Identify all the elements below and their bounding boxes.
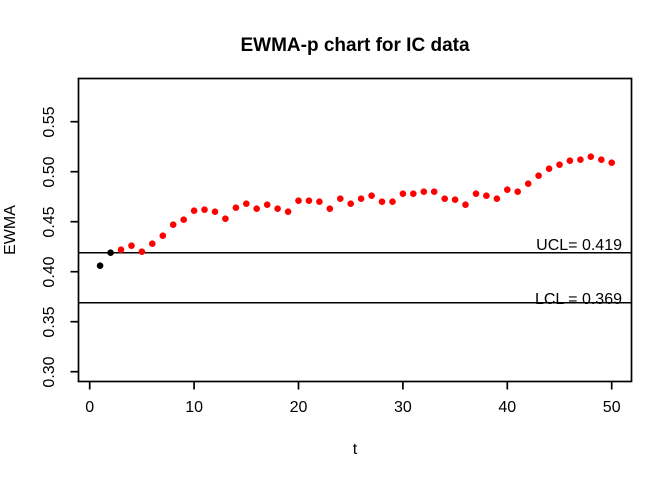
data-point (159, 232, 167, 239)
data-point (169, 221, 177, 228)
data-point (483, 192, 490, 199)
y-tick-label: 0.55 (41, 106, 58, 138)
x-tick-label: 30 (393, 399, 412, 416)
data-point (222, 215, 229, 222)
data-point (274, 205, 281, 212)
data-point (253, 205, 260, 212)
data-point (337, 195, 344, 202)
data-point (117, 246, 125, 253)
data-point (514, 188, 521, 195)
data-point (263, 201, 271, 208)
data-point (138, 248, 146, 255)
data-point (587, 153, 595, 160)
data-point (493, 195, 501, 202)
data-point (430, 188, 438, 195)
data-point (545, 165, 553, 172)
data-point (524, 180, 532, 187)
y-tick-label: 0.35 (41, 306, 58, 338)
y-tick-label: 0.50 (41, 156, 58, 188)
data-point (232, 204, 240, 211)
data-point (243, 200, 250, 207)
data-point (566, 157, 574, 164)
y-tick-label: 0.40 (41, 256, 58, 288)
data-point (295, 197, 302, 204)
x-tick-label: 0 (85, 399, 95, 416)
x-tick-label: 10 (185, 399, 203, 416)
x-axis-label: t (352, 441, 358, 458)
data-point (190, 207, 198, 214)
data-point (441, 195, 449, 202)
data-point (608, 159, 615, 166)
data-point (128, 242, 135, 249)
data-point (451, 196, 459, 203)
data-point (326, 205, 334, 212)
data-point (577, 156, 584, 163)
data-point (598, 156, 605, 163)
data-point (284, 208, 292, 215)
lcl-label: LCL = 0.369 (534, 291, 622, 308)
x-tick-label: 20 (289, 399, 308, 416)
data-point (472, 190, 480, 197)
data-point (389, 198, 396, 205)
ucl-label: UCL= 0.419 (536, 237, 622, 254)
data-point (378, 198, 386, 205)
data-point (149, 240, 156, 247)
data-point (211, 208, 219, 215)
data-point (357, 195, 365, 202)
data-point (96, 262, 104, 270)
y-tick-label: 0.30 (41, 356, 58, 388)
y-tick-label: 0.45 (41, 206, 58, 238)
data-point (462, 201, 469, 208)
data-point (107, 249, 114, 256)
x-tick-label: 50 (602, 399, 621, 416)
data-point (305, 197, 313, 204)
data-point (201, 206, 208, 213)
y-axis-label: EWMA (2, 205, 19, 255)
plot-border (77, 77, 633, 383)
data-point (556, 161, 563, 168)
data-point (399, 190, 407, 197)
data-point (180, 216, 187, 223)
x-tick-label: 40 (498, 399, 517, 416)
chart-title: EWMA-p chart for IC data (240, 35, 470, 56)
data-point (535, 172, 542, 179)
data-point (420, 188, 428, 195)
data-point (504, 186, 511, 193)
data-point (368, 192, 375, 199)
data-point (347, 200, 355, 207)
data-point (316, 198, 323, 205)
data-point (410, 190, 417, 197)
